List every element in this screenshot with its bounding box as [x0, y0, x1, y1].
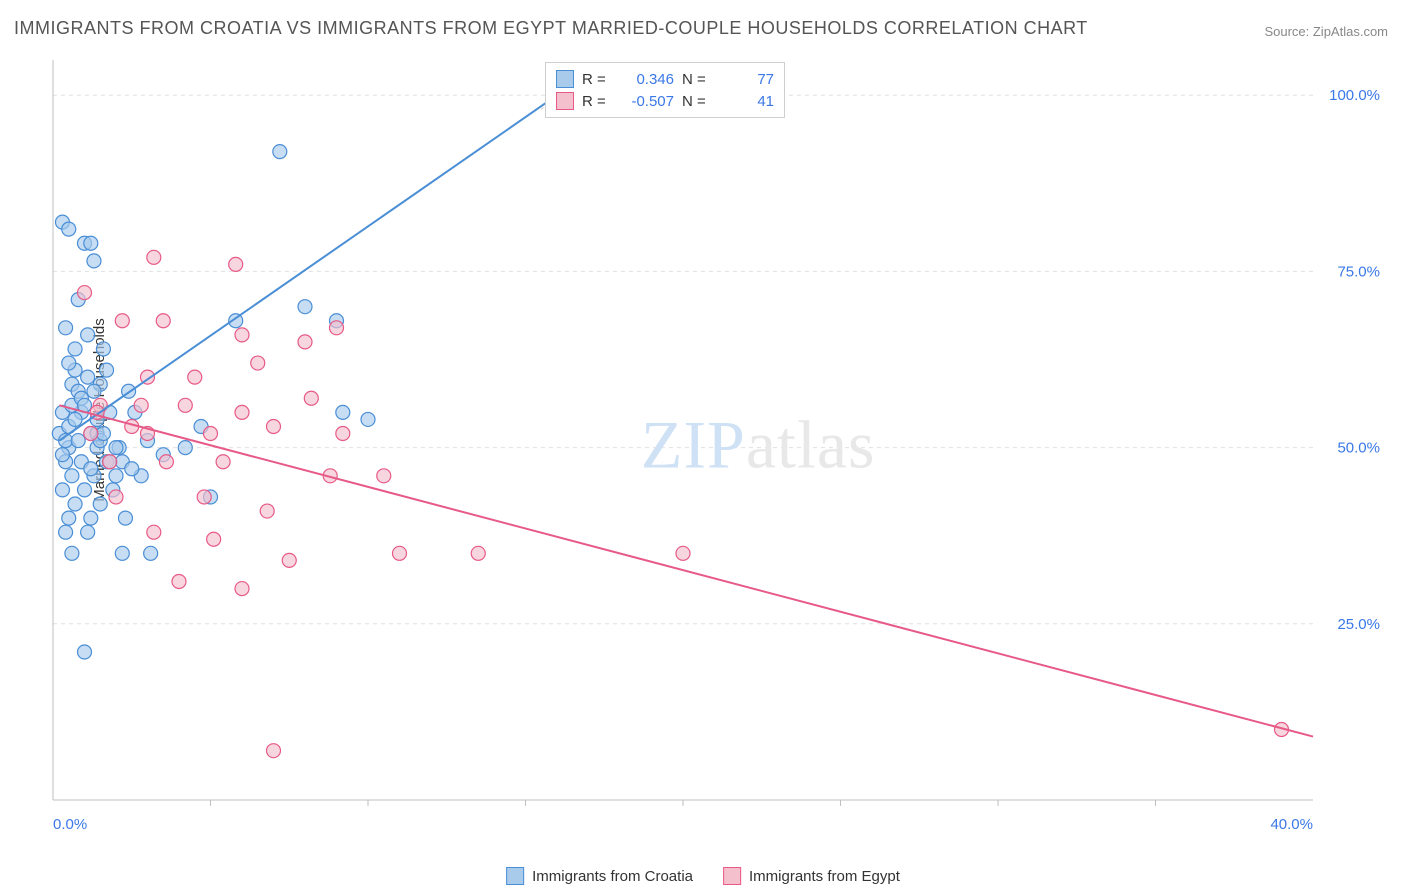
stats-row: R = 0.346 N = 77 [556, 68, 774, 90]
legend-label: Immigrants from Egypt [749, 868, 900, 885]
svg-text:25.0%: 25.0% [1337, 616, 1380, 633]
stats-r-label: R = [582, 93, 610, 110]
stats-n-value: 77 [718, 71, 774, 88]
stats-swatch-icon [556, 70, 574, 88]
stats-r-value: -0.507 [618, 93, 674, 110]
stats-n-label: N = [682, 93, 710, 110]
svg-text:75.0%: 75.0% [1337, 263, 1380, 280]
stats-r-label: R = [582, 71, 610, 88]
stats-n-value: 41 [718, 93, 774, 110]
legend-label: Immigrants from Croatia [532, 868, 693, 885]
svg-text:0.0%: 0.0% [53, 816, 87, 833]
svg-text:50.0%: 50.0% [1337, 440, 1380, 457]
scatter-chart-svg: 25.0% 50.0% 75.0% 100.0% 0.0% 40.0% [48, 55, 1388, 835]
legend-swatch-icon [723, 867, 741, 885]
stats-r-value: 0.346 [618, 71, 674, 88]
chart-area: 25.0%50.0%75.0%100.0%0.0%40.0% ZIPatlas [48, 55, 1388, 835]
legend-swatch-icon [506, 867, 524, 885]
stats-swatch-icon [556, 92, 574, 110]
stats-box: R = 0.346 N = 77 R = -0.507 N = 41 [545, 62, 785, 118]
source-label: Source: ZipAtlas.com [1264, 24, 1388, 39]
svg-text:40.0%: 40.0% [1270, 816, 1313, 833]
stats-n-label: N = [682, 71, 710, 88]
chart-title: IMMIGRANTS FROM CROATIA VS IMMIGRANTS FR… [14, 18, 1088, 39]
legend-item: Immigrants from Egypt [723, 867, 900, 885]
stats-row: R = -0.507 N = 41 [556, 90, 774, 112]
legend-item: Immigrants from Croatia [506, 867, 693, 885]
chart-legend: Immigrants from Croatia Immigrants from … [506, 867, 900, 885]
svg-text:100.0%: 100.0% [1329, 87, 1380, 104]
